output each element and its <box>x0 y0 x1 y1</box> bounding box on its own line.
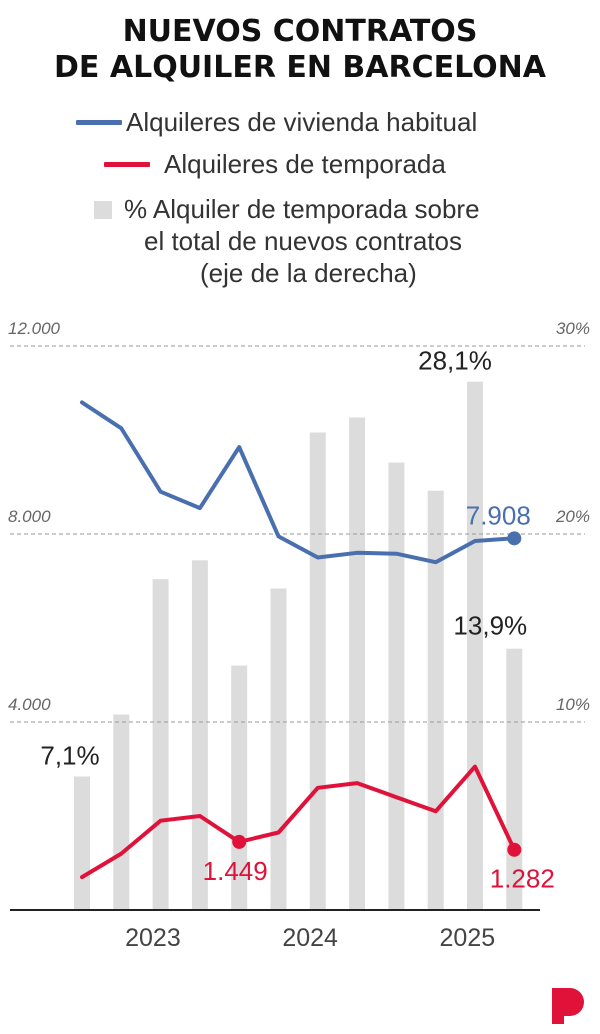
legend-label-percent-1: % Alquiler de temporada sobre <box>124 194 480 224</box>
bar-2 <box>152 579 169 910</box>
p-logo-icon <box>548 986 588 1026</box>
legend-label-percent-3: (eje de la derecha) <box>200 258 417 288</box>
line-series-1 <box>80 764 517 880</box>
bar-6 <box>309 432 326 910</box>
bar-8 <box>388 462 405 910</box>
bar-0 <box>74 776 90 910</box>
y-left-tick-2: 12.000 <box>8 319 61 338</box>
line-series-0 <box>80 400 517 565</box>
bar-4 <box>231 665 248 910</box>
x-tick-2024: 2024 <box>282 924 338 952</box>
bar-10 <box>467 381 483 911</box>
y-right-tick-2: 30% <box>556 319 590 338</box>
y-right-tick-0: 10% <box>556 695 590 714</box>
bar-9 <box>427 490 444 910</box>
annotation-0: 7,1% <box>40 741 99 771</box>
title-line-1: NUEVOS CONTRATOS <box>122 14 478 49</box>
y-left-tick-1: 8.000 <box>8 507 51 526</box>
x-tick-2025: 2025 <box>440 924 496 952</box>
bar-7 <box>349 417 366 910</box>
marker-2 <box>507 842 522 857</box>
x-tick-2023: 2023 <box>125 924 181 952</box>
legend-swatch-percent <box>94 201 112 219</box>
annotation-2: 13,9% <box>453 611 527 641</box>
title-line-2: DE ALQUILER EN BARCELONA <box>54 50 546 85</box>
bar-5 <box>270 588 287 910</box>
annotation-4: 1.449 <box>203 856 268 886</box>
marker-0 <box>507 531 522 546</box>
bar-3 <box>191 560 208 910</box>
legend-swatch-temporada <box>104 162 150 167</box>
p-logo-shape <box>552 988 584 1024</box>
y-right-tick-1: 20% <box>555 507 590 526</box>
chart: 4.000 8.000 12.000 10% 20% 30% 2023 2024 2025 7,1… <box>8 319 590 952</box>
bar-1 <box>113 714 130 910</box>
annotation-3: 7.908 <box>466 500 531 530</box>
annotation-1: 28,1% <box>418 346 492 376</box>
legend-label-percent-2: el total de nuevos contratos <box>144 226 462 256</box>
legend-swatch-habitual <box>76 120 122 125</box>
chart-title: NUEVOS CONTRATOS DE ALQUILER EN BARCELON… <box>0 14 600 86</box>
legend-label-temporada: Alquileres de temporada <box>164 149 446 179</box>
annotation-5: 1.282 <box>490 864 555 894</box>
y-left-tick-0: 4.000 <box>8 695 51 714</box>
legend-label-habitual: Alquileres de vivienda habitual <box>126 107 478 137</box>
marker-1 <box>232 834 247 849</box>
